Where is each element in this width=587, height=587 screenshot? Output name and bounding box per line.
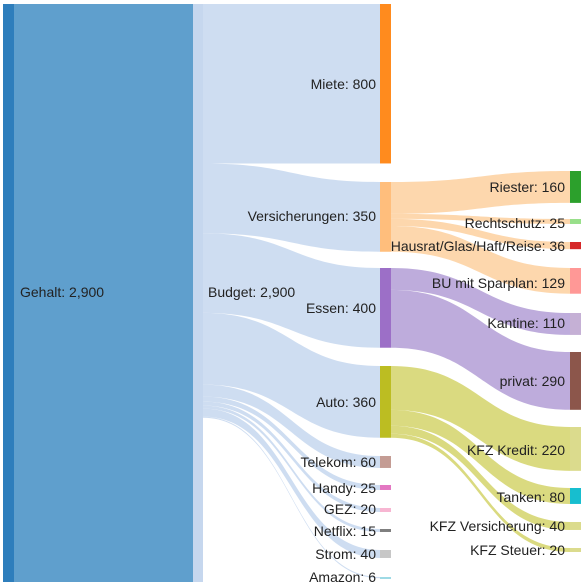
link-budget-handy xyxy=(203,396,380,490)
node-rechtsschutz[interactable] xyxy=(570,219,581,224)
link-essen-privat xyxy=(391,289,570,410)
node-gez[interactable] xyxy=(380,508,391,512)
link-budget-miete xyxy=(203,4,380,164)
label-kantine: Kantine: 110 xyxy=(487,315,565,331)
label-essen: Essen: 400 xyxy=(306,300,376,316)
nodes-layer xyxy=(3,4,581,582)
node-kfzvers[interactable] xyxy=(570,522,581,530)
label-miete: Miete: 800 xyxy=(311,76,377,92)
node-kfzsteuer[interactable] xyxy=(570,548,581,552)
node-budget[interactable] xyxy=(192,4,203,582)
label-gez: GEZ: 20 xyxy=(324,501,376,517)
node-essen[interactable] xyxy=(380,268,391,348)
node-handy[interactable] xyxy=(380,485,391,490)
link-versicherungen-riester xyxy=(391,171,570,214)
node-telekom[interactable] xyxy=(380,456,391,468)
node-bu[interactable] xyxy=(570,268,581,294)
node-gehalt-band xyxy=(14,4,193,582)
link-budget-versicherungen xyxy=(203,163,380,252)
node-kfzkredit[interactable] xyxy=(570,427,581,471)
label-kfzsteuer: KFZ Steuer: 20 xyxy=(470,542,565,558)
label-strom: Strom: 40 xyxy=(315,546,376,562)
node-riester[interactable] xyxy=(570,171,581,203)
node-privat[interactable] xyxy=(570,352,581,410)
label-netflix: Netflix: 15 xyxy=(314,523,376,539)
node-miete[interactable] xyxy=(380,4,391,164)
label-budget: Budget: 2,900 xyxy=(208,284,295,300)
link-budget-essen xyxy=(203,233,380,348)
label-amazon: Amazon: 6 xyxy=(309,569,376,585)
labels-layer: Gehalt: 2,900 Budget: 2,900 Miete: 800 Vers… xyxy=(20,76,565,585)
label-kfzkredit: KFZ Kredit: 220 xyxy=(467,442,565,458)
node-hausrat[interactable] xyxy=(570,242,581,250)
link-budget-gez xyxy=(203,401,380,512)
link-auto-kfzsteuer xyxy=(391,433,570,552)
node-kantine[interactable] xyxy=(570,313,581,335)
link-auto-kfzkredit xyxy=(391,366,570,471)
label-telekom: Telekom: 60 xyxy=(301,454,377,470)
link-auto-tanken xyxy=(391,409,570,504)
link-essen-kantine xyxy=(391,268,570,335)
label-handy: Handy: 25 xyxy=(312,480,376,496)
node-versicherungen[interactable] xyxy=(380,182,391,252)
label-tanken: Tanken: 80 xyxy=(497,489,566,505)
node-strom[interactable] xyxy=(380,550,391,558)
link-versicherungen-hausrat xyxy=(391,218,570,250)
label-privat: privat: 290 xyxy=(500,373,566,389)
link-budget-strom xyxy=(203,408,380,558)
link-auto-kfzvers xyxy=(391,425,570,530)
label-hausrat: Hausrat/Glas/Haft/Reise: 36 xyxy=(391,238,566,254)
link-budget-auto xyxy=(203,312,380,438)
link-budget-netflix xyxy=(203,405,380,532)
node-netflix[interactable] xyxy=(380,529,391,532)
label-versicherungen: Versicherungen: 350 xyxy=(248,208,377,224)
link-budget-amazon xyxy=(203,416,380,579)
link-budget-telekom xyxy=(203,384,380,468)
label-riester: Riester: 160 xyxy=(490,179,566,195)
link-versicherungen-rechtsschutz xyxy=(391,213,570,224)
label-gehalt: Gehalt: 2,900 xyxy=(20,284,104,300)
label-rechtsschutz: Rechtschutz: 25 xyxy=(465,215,566,231)
label-kfzvers: KFZ Versicherung: 40 xyxy=(430,518,566,534)
label-bu: BU mit Sparplan: 129 xyxy=(432,275,565,291)
node-auto[interactable] xyxy=(380,366,391,438)
label-auto: Auto: 360 xyxy=(316,394,376,410)
node-tanken[interactable] xyxy=(570,488,581,504)
link-versicherungen-bu xyxy=(391,226,570,294)
node-amazon[interactable] xyxy=(380,577,391,579)
